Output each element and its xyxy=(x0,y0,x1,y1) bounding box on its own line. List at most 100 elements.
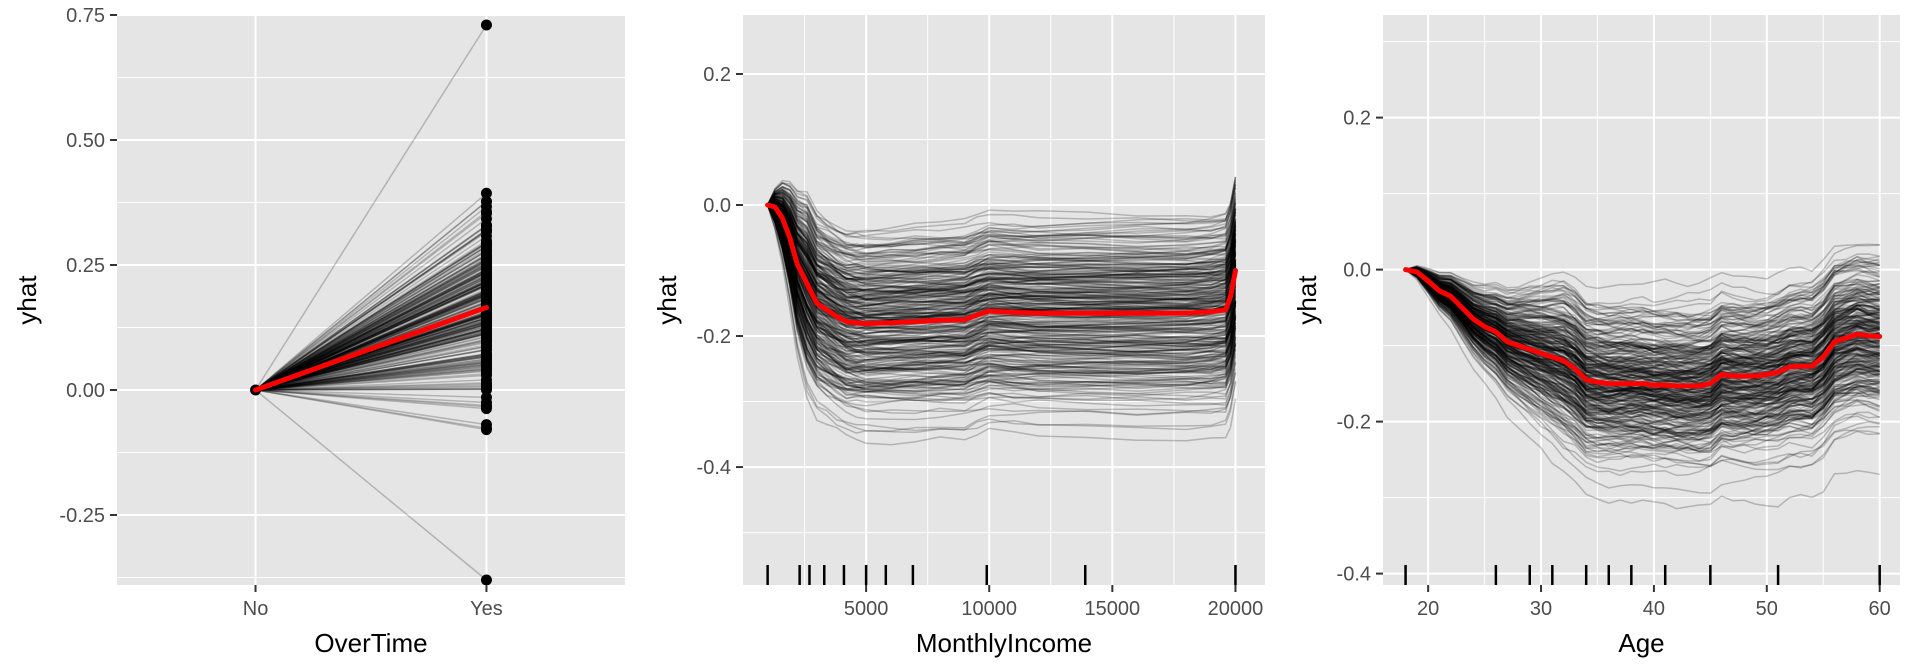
ice-line xyxy=(767,202,1237,321)
ice-line xyxy=(1405,253,1880,305)
ice-line xyxy=(766,204,1237,388)
ice-line xyxy=(767,203,1237,319)
ice-line xyxy=(255,290,487,391)
x-tick-label: 20000 xyxy=(1208,598,1264,620)
ice-line xyxy=(766,182,1237,249)
ice-line xyxy=(1405,268,1880,374)
ice-line xyxy=(255,362,487,391)
ice-line xyxy=(1405,267,1880,329)
ice-line xyxy=(766,204,1237,402)
x-tick-label: 20 xyxy=(1417,598,1439,620)
ice-line xyxy=(1405,268,1880,416)
ice-line xyxy=(1405,268,1880,446)
ice-line xyxy=(255,328,487,391)
ice-line xyxy=(1405,268,1880,424)
ice-line xyxy=(1405,268,1880,365)
ice-line xyxy=(1405,268,1880,404)
ice-line xyxy=(767,204,1237,316)
ice-line xyxy=(767,204,1237,317)
ice-line xyxy=(255,224,487,391)
ice-line xyxy=(767,204,1237,336)
ice-line xyxy=(1405,268,1880,411)
ice-line xyxy=(766,204,1237,372)
ice-line xyxy=(767,204,1237,349)
ice-line xyxy=(255,242,487,391)
ice-line xyxy=(1405,268,1880,412)
x-tick-label: No xyxy=(243,598,269,620)
ice-line xyxy=(255,365,487,391)
ice-line xyxy=(1405,244,1880,309)
ice-line xyxy=(1405,268,1880,454)
ice-line xyxy=(255,235,487,391)
ice-line xyxy=(1405,268,1880,353)
ice-line xyxy=(1405,268,1880,425)
ice-line xyxy=(1405,268,1880,450)
ice-line xyxy=(1405,268,1880,376)
ice-line xyxy=(767,199,1237,295)
ice-line xyxy=(1405,268,1880,393)
ice-line xyxy=(767,204,1237,363)
ice-line xyxy=(767,199,1237,288)
ice-line xyxy=(255,241,487,391)
ice-line xyxy=(767,204,1237,359)
ice-line xyxy=(255,285,487,391)
ice-line xyxy=(767,203,1237,321)
ice-line xyxy=(767,199,1237,313)
ice-line xyxy=(1405,268,1880,405)
ice-line xyxy=(255,353,487,391)
ice-line xyxy=(1405,267,1880,344)
ice-line xyxy=(1405,268,1880,421)
ice-line xyxy=(1405,268,1880,411)
ice-line xyxy=(1405,268,1880,433)
ice-line xyxy=(1405,268,1880,423)
ice-point xyxy=(480,187,492,199)
ice-line xyxy=(766,204,1237,364)
ice-line xyxy=(255,323,487,391)
ice-line xyxy=(255,358,487,391)
ice-line xyxy=(1405,268,1880,357)
ice-point xyxy=(480,237,492,249)
y-tick-label: 0.25 xyxy=(66,255,105,277)
ice-line xyxy=(255,341,487,391)
ice-line xyxy=(255,356,487,391)
ice-line xyxy=(766,204,1237,385)
ice-line xyxy=(767,195,1237,284)
ice-line xyxy=(767,202,1237,307)
ice-line xyxy=(766,187,1237,257)
ice-line xyxy=(766,204,1237,386)
ice-line xyxy=(1405,268,1880,366)
ice-line xyxy=(766,190,1237,263)
ice-line xyxy=(255,270,487,391)
ice-line xyxy=(767,200,1237,295)
ice-line xyxy=(767,204,1237,343)
ice-line xyxy=(255,263,487,391)
ice-line xyxy=(1405,268,1880,368)
ice-line xyxy=(255,363,487,391)
ice-line xyxy=(1405,268,1880,339)
ice-line xyxy=(767,199,1237,301)
y-tick-label: 0.50 xyxy=(66,130,105,152)
ice-line xyxy=(1405,268,1880,419)
x-axis-title: OverTime xyxy=(314,628,427,658)
ice-line xyxy=(767,201,1237,311)
ice-line xyxy=(767,195,1237,274)
ice-line xyxy=(255,338,487,391)
ice-line xyxy=(767,204,1237,364)
ice-line xyxy=(1405,268,1880,435)
ice-line xyxy=(767,200,1237,319)
ice-line xyxy=(767,203,1237,310)
ice-line xyxy=(767,202,1237,307)
ice-line xyxy=(1405,268,1880,379)
x-tick-label: 50 xyxy=(1756,598,1778,620)
ice-line xyxy=(255,245,487,391)
ice-point xyxy=(480,289,492,301)
ice-line xyxy=(766,204,1237,374)
ice-line xyxy=(766,204,1237,400)
ice-line xyxy=(1405,268,1880,441)
ice-line xyxy=(767,204,1237,348)
ice-line xyxy=(255,243,487,391)
ice-line xyxy=(767,204,1237,357)
ice-line xyxy=(255,212,487,391)
ice-line xyxy=(1405,268,1880,440)
ice-line xyxy=(1405,268,1880,349)
